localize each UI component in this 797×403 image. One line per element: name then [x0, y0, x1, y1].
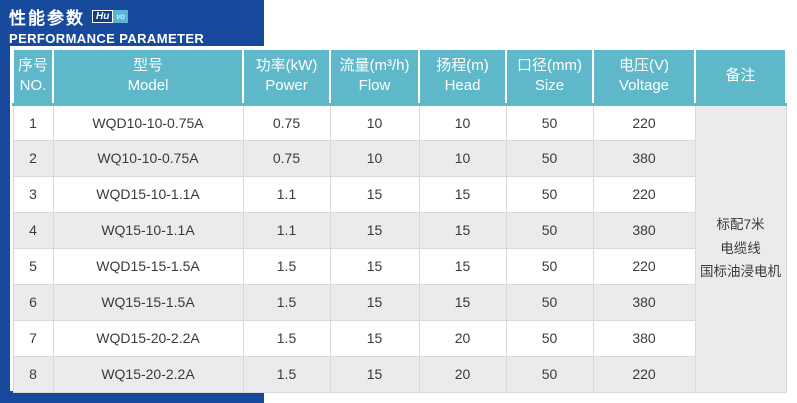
remark-line: 国标油浸电机: [700, 264, 781, 280]
cell-voltage: 220: [592, 102, 696, 141]
cell-model: WQD15-15-1.5A: [52, 247, 244, 285]
cell-flow: 15: [329, 319, 420, 357]
cell-power: 1.1: [242, 175, 331, 213]
left-frame-bar: [0, 0, 10, 403]
cell-flow: 15: [329, 247, 420, 285]
cell-model: WQD15-20-2.2A: [52, 319, 244, 357]
cell-voltage: 380: [592, 139, 696, 177]
cell-flow: 10: [329, 102, 420, 141]
cell-no: 4: [12, 211, 54, 249]
cell-size: 50: [505, 355, 594, 393]
cell-model: WQ10-10-0.75A: [52, 139, 244, 177]
cell-voltage: 380: [592, 283, 696, 321]
cell-size: 50: [505, 139, 594, 177]
cell-head: 10: [418, 139, 507, 177]
cell-size: 50: [505, 319, 594, 357]
cell-voltage: 380: [592, 319, 696, 357]
cell-flow: 10: [329, 139, 420, 177]
performance-parameter-table: 序号 NO. 型号 Model 功率(kW) Power 流量(m³/h) Flow 扬…: [12, 48, 787, 393]
remark-merged-cell: 标配7米电缆线国标油浸电机: [694, 102, 787, 393]
page-title-zh: 性能参数: [9, 9, 85, 28]
cell-power: 0.75: [242, 139, 331, 177]
cell-head: 20: [418, 319, 507, 357]
cell-no: 6: [12, 283, 54, 321]
cell-size: 50: [505, 175, 594, 213]
cell-flow: 15: [329, 211, 420, 249]
cell-head: 10: [418, 102, 507, 141]
col-header-no: 序号 NO.: [12, 48, 54, 105]
col-header-flow: 流量(m³/h) Flow: [329, 48, 420, 105]
section-header: 性能参数 Hu vo PERFORMANCE PARAMETER: [0, 0, 264, 46]
cell-no: 8: [12, 355, 54, 393]
col-header-head: 扬程(m) Head: [418, 48, 507, 105]
cell-model: WQD15-10-1.1A: [52, 175, 244, 213]
cell-size: 50: [505, 247, 594, 285]
table-row: 6 WQ15-15-1.5A 1.5 15 15 50 380: [12, 283, 786, 321]
table-row: 5 WQD15-15-1.5A 1.5 15 15 50 220: [12, 247, 786, 285]
cell-power: 1.5: [242, 283, 331, 321]
remark-line: 标配7米: [716, 217, 765, 233]
brand-logo-part1: Hu: [92, 10, 114, 23]
remark-line: 电缆线: [720, 240, 761, 256]
cell-power: 1.5: [242, 319, 331, 357]
cell-head: 15: [418, 175, 507, 213]
cell-power: 0.75: [242, 102, 331, 141]
table-row: 7 WQD15-20-2.2A 1.5 15 20 50 380: [12, 319, 786, 357]
cell-no: 3: [12, 175, 54, 213]
cell-voltage: 220: [592, 355, 696, 393]
page-title-en: PERFORMANCE PARAMETER: [9, 31, 205, 46]
cell-no: 1: [12, 102, 54, 141]
brand-logo: Hu vo: [92, 10, 128, 23]
cell-model: WQ15-10-1.1A: [52, 211, 244, 249]
bottom-frame-bar: [0, 391, 264, 403]
cell-size: 50: [505, 283, 594, 321]
cell-flow: 15: [329, 283, 420, 321]
col-header-size: 口径(mm) Size: [505, 48, 594, 105]
cell-no: 5: [12, 247, 54, 285]
table-row: 4 WQ15-10-1.1A 1.1 15 15 50 380: [12, 211, 786, 249]
table-row: 2 WQ10-10-0.75A 0.75 10 10 50 380: [12, 139, 786, 177]
col-header-model: 型号 Model: [52, 48, 244, 105]
cell-head: 20: [418, 355, 507, 393]
col-header-power: 功率(kW) Power: [242, 48, 331, 105]
cell-no: 7: [12, 319, 54, 357]
cell-power: 1.1: [242, 211, 331, 249]
cell-model: WQ15-15-1.5A: [52, 283, 244, 321]
cell-size: 50: [505, 211, 594, 249]
cell-voltage: 220: [592, 247, 696, 285]
cell-model: WQ15-20-2.2A: [52, 355, 244, 393]
cell-voltage: 220: [592, 175, 696, 213]
table-row: 3 WQD15-10-1.1A 1.1 15 15 50 220: [12, 175, 786, 213]
table-body: 1 WQD10-10-0.75A 0.75 10 10 50 220 标配7米 电缆线 国标油浸电…: [12, 102, 787, 393]
cell-power: 1.5: [242, 247, 331, 285]
table-row: 8 WQ15-20-2.2A 1.5 15 20 50 220: [12, 355, 786, 393]
cell-size: 50: [505, 102, 594, 141]
col-header-voltage: 电压(V) Voltage: [592, 48, 696, 105]
brand-logo-part2: vo: [113, 10, 128, 23]
cell-model: WQD10-10-0.75A: [52, 102, 244, 141]
table-header: 序号 NO. 型号 Model 功率(kW) Power 流量(m³/h) Flow 扬…: [12, 48, 787, 105]
cell-head: 15: [418, 283, 507, 321]
col-header-remark: 备注: [694, 48, 787, 105]
cell-flow: 15: [329, 355, 420, 393]
cell-power: 1.5: [242, 355, 331, 393]
cell-head: 15: [418, 211, 507, 249]
cell-no: 2: [12, 139, 54, 177]
cell-voltage: 380: [592, 211, 696, 249]
cell-head: 15: [418, 247, 507, 285]
cell-flow: 15: [329, 175, 420, 213]
table-row: 1 WQD10-10-0.75A 0.75 10 10 50 220 标配7米 电缆线 国标油浸电…: [12, 102, 787, 393]
